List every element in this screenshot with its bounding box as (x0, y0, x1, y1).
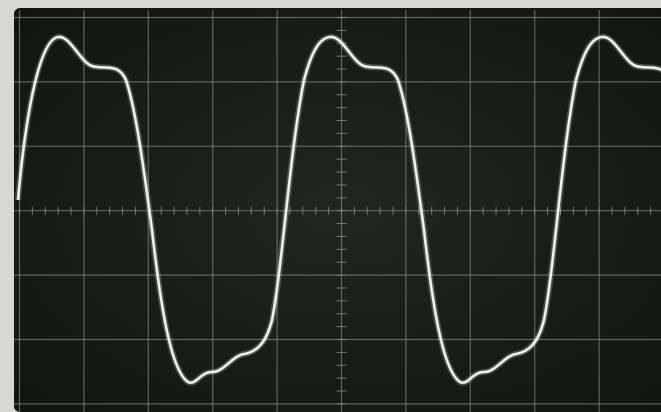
page: {} (() => { const NS = 'http://www.w3.or… (0, 0, 661, 412)
oscilloscope-screen (0, 0, 661, 412)
